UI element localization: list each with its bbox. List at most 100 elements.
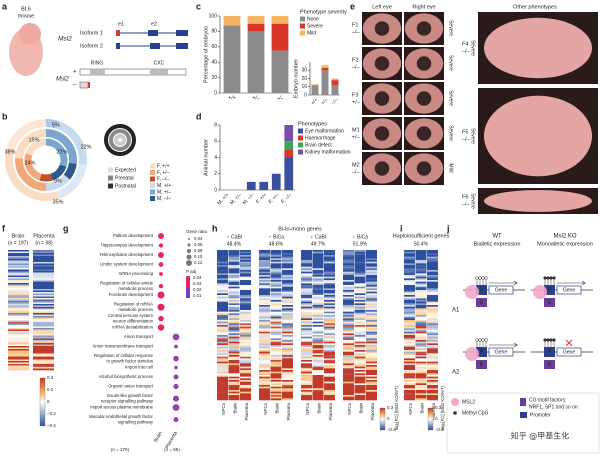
heatmap-cell	[259, 291, 270, 294]
heatmap-cell	[33, 314, 54, 317]
heatmap-cell	[324, 360, 335, 362]
label: ♀ BiCa	[352, 234, 368, 240]
heatmap-cell	[366, 328, 377, 331]
x-tick-label: Brain	[359, 403, 364, 414]
go-term: Limbic system development	[100, 262, 154, 267]
heatmap-cell	[415, 381, 427, 384]
go-dot	[158, 315, 164, 322]
heatmap-cell	[217, 310, 228, 312]
heatmap-cell	[217, 318, 228, 321]
colorbar-label: 0.3	[435, 405, 442, 410]
heatmap-cell	[427, 260, 438, 262]
heatmap-cell	[240, 256, 251, 259]
heatmap-cell	[415, 273, 427, 276]
heatmap-cell	[301, 263, 312, 266]
heatmap-cell	[228, 333, 240, 336]
heatmap-cell	[354, 255, 366, 257]
heatmap-cell	[282, 385, 293, 387]
heatmap-cell	[427, 298, 438, 301]
heatmap-cell	[427, 283, 438, 286]
label: Prenatal	[115, 175, 134, 181]
heatmap-cell	[415, 398, 427, 401]
heatmap-cell	[259, 351, 270, 354]
heatmap-cell	[270, 290, 282, 292]
heatmap-cell	[240, 298, 251, 301]
label: 27%	[56, 149, 67, 155]
heatmap-cell	[404, 356, 415, 359]
heatmap-cell	[270, 386, 282, 389]
heatmap-cell	[324, 293, 335, 296]
heatmap-cell	[301, 296, 312, 299]
bar	[271, 23, 289, 51]
x-tick-label: Brain	[275, 403, 280, 414]
heatmap-cell	[354, 276, 366, 279]
heatmap-cell	[312, 328, 324, 331]
heatmap-cell	[33, 350, 54, 353]
heatmap-cell	[270, 323, 282, 326]
heatmap-cell	[282, 335, 293, 337]
heatmap-cell	[354, 355, 366, 357]
heatmap-cell	[217, 391, 228, 394]
heatmap-cell	[415, 288, 427, 291]
heatmap-cell	[404, 300, 415, 302]
heatmap-cell	[33, 361, 54, 363]
heatmap-cell	[270, 340, 282, 342]
heatmap-cell	[282, 355, 293, 357]
heatmap-cell	[282, 370, 293, 372]
heatmap-cell	[415, 311, 427, 314]
heatmap-cell	[228, 376, 240, 379]
heatmap-cell	[259, 285, 270, 287]
cpg	[481, 338, 485, 342]
heatmap-cell	[312, 251, 324, 254]
heatmap-cell	[8, 361, 29, 363]
heatmap-cell	[240, 338, 251, 341]
heatmap-cell	[404, 280, 415, 282]
heatmap-cell	[228, 336, 240, 339]
heatmap-cell	[312, 345, 324, 347]
heatmap-cell	[354, 273, 366, 276]
cpg	[478, 276, 482, 280]
label: Other phenotypes	[513, 4, 557, 10]
heatmap-cell	[404, 296, 415, 299]
heatmap-cell	[354, 266, 366, 269]
heatmap-cell	[240, 375, 251, 377]
heatmap-cell	[427, 378, 438, 381]
heatmap-cell	[228, 250, 240, 252]
x-tick-label: Placenta	[370, 403, 375, 421]
heatmap-cell	[415, 263, 427, 266]
heatmap-cell	[228, 361, 240, 364]
heatmap-cell	[404, 336, 415, 339]
heatmap-cell	[228, 351, 240, 354]
heatmap-cell	[259, 288, 270, 291]
heatmap-cell	[259, 301, 270, 304]
heatmap-cell	[259, 378, 270, 381]
go-term: neuron differentiation	[113, 318, 154, 323]
heatmap-cell	[415, 320, 427, 322]
heatmap-cell	[301, 256, 312, 259]
heatmap-cell	[324, 346, 335, 349]
heatmap-cell	[427, 380, 438, 382]
heatmap-cell	[354, 313, 366, 316]
protein	[79, 68, 187, 76]
heatmap-cell	[270, 375, 282, 377]
heatmap-cell	[8, 260, 29, 263]
heatmap-cell	[415, 390, 427, 392]
heatmap-cell	[415, 383, 427, 386]
promoter	[476, 285, 487, 295]
heatmap-cell	[259, 333, 270, 336]
heatmap-cell	[415, 303, 427, 306]
heatmap-cell	[404, 331, 415, 334]
go-dot	[157, 303, 165, 311]
heatmap-cell	[312, 336, 324, 339]
heatmap-cell	[259, 341, 270, 344]
msl2	[465, 347, 479, 361]
heatmap-cell	[343, 285, 354, 287]
heatmap-cell	[228, 388, 240, 391]
label: Gene	[563, 349, 575, 355]
heatmap-cell	[312, 363, 324, 366]
heatmap-cell	[217, 356, 228, 359]
legend-label: Eye malformation	[305, 128, 344, 134]
heatmap-cell	[354, 258, 366, 261]
go-dot	[173, 355, 179, 362]
heatmap-cell	[415, 258, 427, 261]
